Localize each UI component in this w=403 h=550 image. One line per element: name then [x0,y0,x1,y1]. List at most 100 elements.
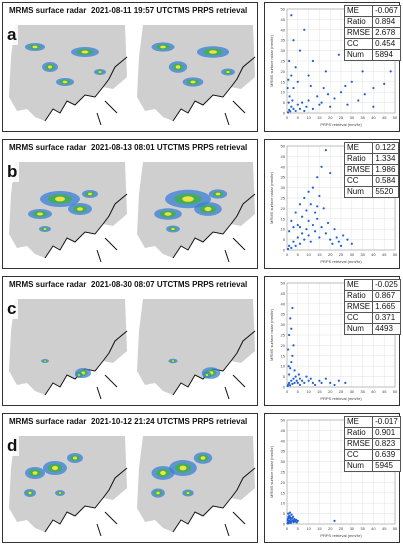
data-point [294,244,297,247]
prps-retrieval-map [133,291,257,405]
stat-name: RMSE [343,164,374,176]
stats-row: RMSE 0.823 [343,438,401,450]
data-point [309,377,312,380]
data-point [295,379,298,382]
scatter-plot-box: 0 5 10 15 20 25 30 35 40 45 50 0 5 10 15 20 25 30 35 40 45 50… [264,413,401,543]
stat-name: Num [343,49,374,61]
data-point [346,238,349,241]
x-axis-label: PRPS retrieval (mm/hr) [320,122,362,127]
stat-name: ME [343,142,374,154]
stat-value: 1.334 [372,153,399,165]
x-tick-label: 40 [371,252,376,257]
stats-table: ME 0.122 Ratio 1.334 RMSE 1.986 CC 0.584… [343,142,399,198]
x-tick-label: 5 [297,252,300,257]
mrms-radar-map [5,17,130,131]
data-point [305,228,308,231]
stat-name: Num [343,460,374,472]
coastline [44,467,128,537]
y-tick-label: 40 [281,438,286,443]
prps-retrieval-map [133,17,257,131]
rain-area-heavy [77,207,83,211]
data-point [291,515,295,518]
stat-name: Ratio [343,290,374,302]
data-point [305,375,308,378]
stat-name: CC [343,449,374,461]
data-point [294,66,297,69]
scatter-plot-box: 0 5 10 15 20 25 30 35 40 45 50 0 5 10 15 20 25 30 35 40 45 50… [264,276,401,406]
rain-area-heavy [179,465,187,471]
rain-area-heavy [88,192,92,196]
data-point [320,101,323,104]
x-tick-label: 15 [317,252,322,257]
stat-name: ME [343,5,374,17]
stats-table: ME -0.067 Ratio 0.894 RMSE 2.678 CC 0.45… [343,5,401,61]
stats-row: CC 0.584 [343,175,399,187]
x-tick-label: 20 [328,252,333,257]
data-point [289,367,292,370]
data-point [292,107,295,110]
y-tick-label: 40 [281,164,286,169]
data-point [320,381,323,384]
data-point [298,226,302,229]
data-point [290,219,293,222]
rain-area-heavy [156,491,160,495]
data-point [357,99,360,102]
y-tick-label: 10 [281,90,286,95]
scatter-plot-box: 0 5 10 15 20 25 30 35 40 45 50 0 5 10 15 20 25 30 35 40 45 50… [264,139,400,269]
x-tick-label: 45 [382,252,387,257]
data-point [320,226,323,229]
scatter-plot: 0 5 10 15 20 25 30 35 40 45 50 0 5 10 15 20 25 30 35 40 45 50… [269,144,398,265]
data-point [296,236,299,239]
data-point [286,247,290,251]
x-tick-label: 45 [382,115,387,120]
y-tick-label: 25 [281,196,286,201]
right-map-title: TMS PRPS retrieval [173,417,248,426]
data-point [294,211,297,214]
data-point [324,377,327,380]
data-point [329,381,332,384]
map-box: MRMS surface radar 2021-08-13 08:01 UTC … [2,139,258,269]
data-point [363,93,366,96]
data-point [318,236,321,239]
y-tick-label: 35 [281,175,286,180]
stats-row: ME -0.025 [343,279,401,291]
y-tick-label: 5 [283,237,286,242]
stat-name: RMSE [343,438,374,450]
rain-area-heavy [81,50,89,54]
data-point [344,84,347,88]
x-tick-label: 35 [360,526,365,531]
rain-area-heavy [55,196,65,202]
x-tick-label: 10 [306,252,311,257]
data-point [298,49,302,52]
x-tick-label: 35 [360,252,365,257]
rain-area-heavy [200,456,206,460]
x-tick-label: 15 [317,115,322,120]
y-tick-label: 15 [281,353,286,358]
data-point [298,383,302,387]
y-tick-label: 35 [281,312,286,317]
data-point [293,369,296,372]
land-coverage-area [9,299,127,395]
datetime-label: 2021-08-11 19:57 UTC [91,6,173,15]
left-map-title: MRMS surface radar [9,417,87,426]
data-point [288,244,291,247]
y-tick-label: 25 [281,333,286,338]
y-axis-label: MRMS surface radar (mm/hr) [269,171,274,224]
x-tick-label: 20 [328,115,333,120]
y-axis-label: MRMS surface radar (mm/hr) [269,445,274,498]
data-point [305,209,308,212]
stat-value: 1.665 [372,301,401,313]
data-point [287,512,290,515]
data-point [383,82,386,85]
y-tick-label: 15 [281,216,286,221]
stat-name: RMSE [343,301,374,313]
map-box: MRMS surface radar 2021-10-12 21:24 UTC … [2,413,258,543]
stat-name: Ratio [343,16,374,28]
data-point [296,223,299,227]
stats-row: CC 0.639 [343,449,401,461]
rain-area-heavy [43,228,47,230]
data-point [286,348,290,351]
data-point [344,381,347,384]
left-map-title: MRMS surface radar [9,6,87,15]
data-point [292,39,295,42]
